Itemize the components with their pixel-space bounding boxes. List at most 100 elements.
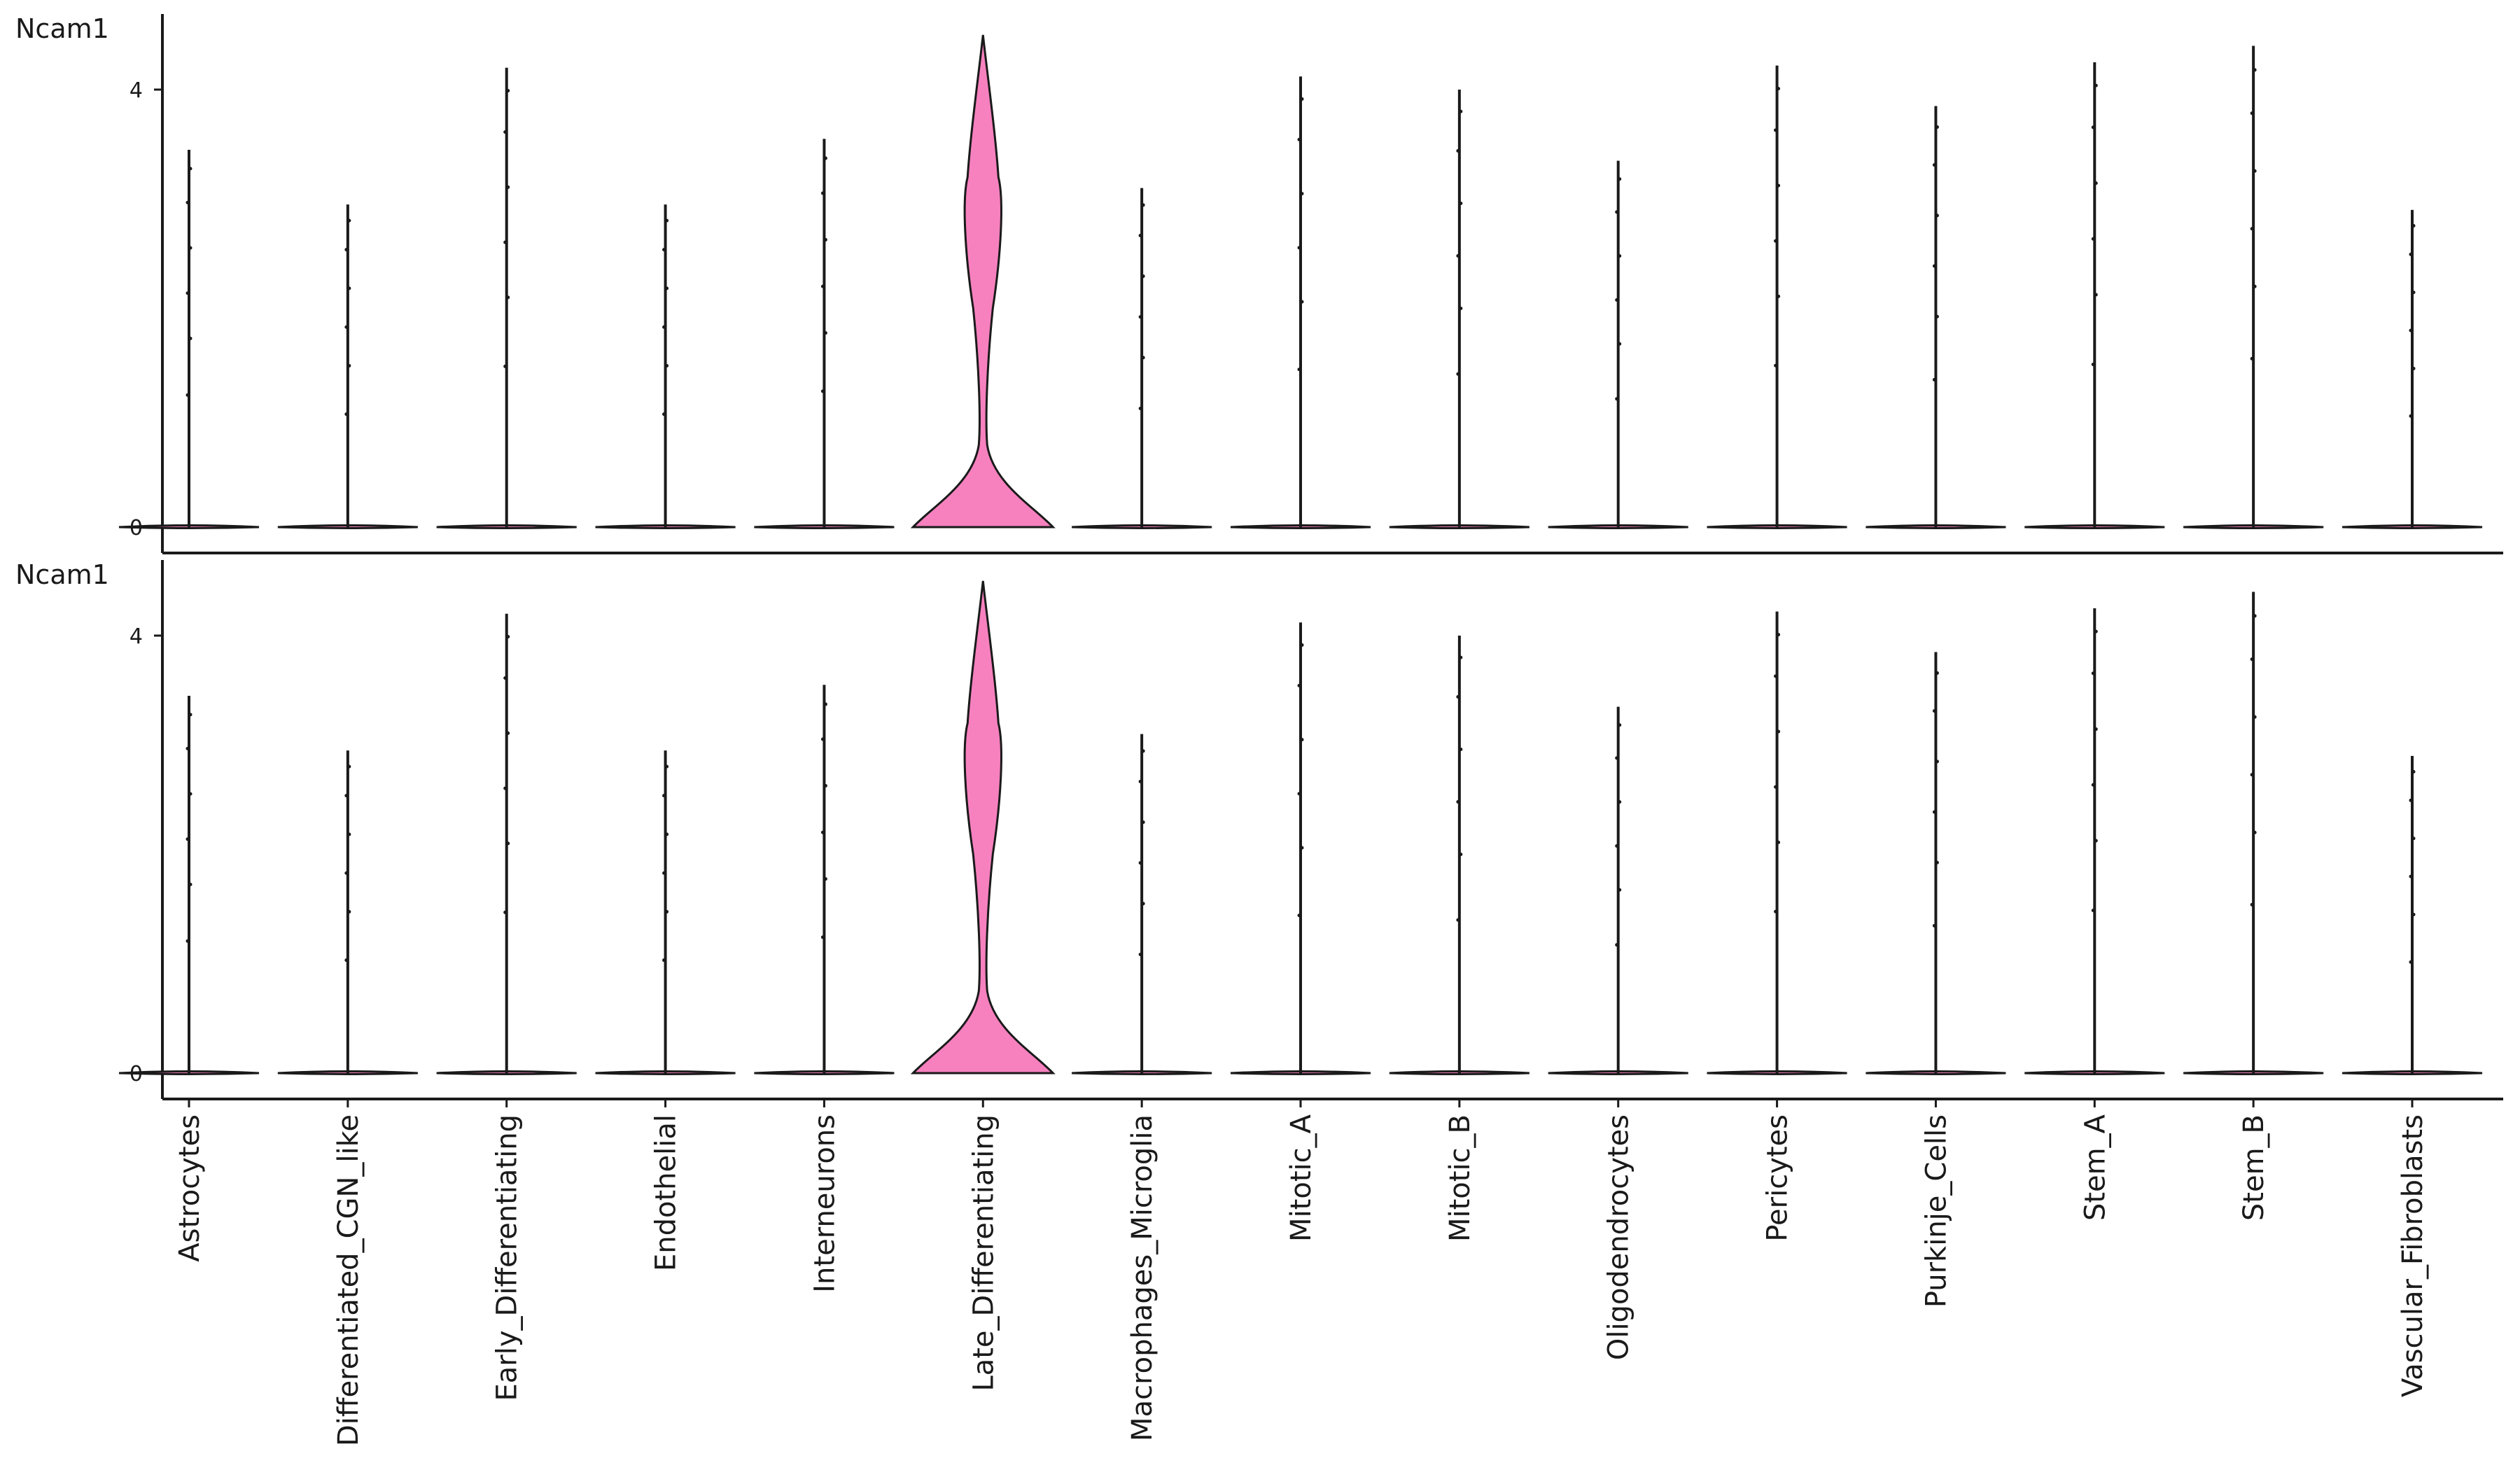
data-point	[2250, 902, 2254, 906]
data-point	[1138, 779, 1142, 783]
data-point	[506, 89, 510, 93]
data-point	[2094, 83, 2098, 88]
data-point	[1774, 128, 1778, 132]
data-point	[662, 794, 666, 798]
x-tick-label: Late_Differentiating	[967, 1114, 1000, 1392]
data-point	[2250, 773, 2254, 777]
data-point	[1615, 844, 1619, 848]
data-point	[1935, 860, 1939, 864]
data-point	[188, 167, 192, 171]
data-point	[1618, 254, 1622, 258]
violin-Differentiated_CGN_like	[277, 750, 418, 1075]
data-point	[503, 786, 507, 790]
data-point	[1615, 397, 1619, 401]
data-point	[2253, 715, 2257, 719]
x-tick-label: Oligodendrocytes	[1603, 1114, 1635, 1360]
violin-Stem_A	[2024, 608, 2165, 1075]
data-point	[186, 393, 190, 397]
data-point	[2094, 181, 2098, 186]
data-point	[2412, 770, 2416, 774]
data-point	[2091, 125, 2095, 130]
data-point	[1138, 233, 1142, 237]
data-point	[665, 832, 669, 836]
data-point	[2091, 909, 2095, 913]
data-point	[503, 240, 507, 244]
data-point	[188, 336, 192, 340]
data-point	[344, 412, 349, 416]
data-point	[2094, 629, 2098, 634]
data-point	[2091, 237, 2095, 241]
data-point	[503, 364, 507, 368]
data-point	[1459, 109, 1463, 113]
x-tick-label: Stem_A	[2079, 1114, 2111, 1221]
data-point	[2409, 798, 2413, 802]
data-point	[188, 792, 192, 796]
y-tick-label: 4	[130, 624, 143, 649]
violin-Early_Differentiating	[436, 613, 577, 1075]
violin-Mitotic_A	[1230, 76, 1371, 529]
data-point	[1456, 149, 1460, 153]
data-point	[2250, 356, 2254, 360]
x-tick-label: Macrophages_Microglia	[1126, 1114, 1158, 1441]
data-point	[1932, 810, 1936, 814]
data-point	[1456, 695, 1460, 699]
data-point	[1456, 254, 1460, 258]
data-point	[186, 837, 190, 841]
data-point	[662, 958, 666, 962]
data-point	[1138, 315, 1142, 319]
x-tick-label: Vascular_Fibroblasts	[2397, 1114, 2429, 1397]
data-point	[1141, 274, 1145, 279]
violin-Oligodendrocytes	[1548, 160, 1688, 529]
data-point	[1615, 210, 1619, 214]
data-point	[1138, 406, 1142, 410]
data-point	[1935, 314, 1939, 318]
data-point	[1459, 655, 1463, 659]
data-point	[662, 248, 666, 252]
data-point	[1774, 674, 1778, 678]
data-point	[1300, 97, 1304, 101]
data-point	[2250, 227, 2254, 231]
violin-Macrophages_Microglia	[1072, 188, 1212, 529]
data-point	[2409, 328, 2413, 332]
data-point	[1138, 952, 1142, 956]
data-point	[1459, 748, 1463, 751]
data-point	[1456, 800, 1460, 804]
data-point	[1141, 820, 1145, 825]
violin-Pericytes	[1707, 65, 1847, 529]
data-point	[1932, 264, 1936, 268]
data-point	[665, 286, 669, 290]
data-point	[665, 764, 669, 769]
data-point	[2250, 111, 2254, 115]
data-point	[188, 882, 192, 886]
violin-Vascular_Fibroblasts	[2342, 755, 2483, 1075]
data-point	[506, 295, 510, 300]
x-tick-label: Stem_B	[2238, 1114, 2270, 1221]
data-point	[1459, 202, 1463, 205]
data-point	[344, 325, 349, 329]
data-point	[347, 910, 351, 914]
panel-2: Ncam104	[15, 559, 2503, 1100]
x-tick-label: Differentiated_CGN_like	[332, 1114, 365, 1446]
data-point	[665, 364, 669, 368]
data-point	[344, 958, 349, 962]
data-point	[1297, 683, 1301, 687]
x-tick-label: Interneurons	[808, 1114, 841, 1293]
data-point	[503, 676, 507, 680]
data-point	[344, 248, 349, 252]
data-point	[662, 412, 666, 416]
data-point	[2253, 284, 2257, 288]
violin-Purkinje_Cells	[1865, 652, 2006, 1075]
data-point	[1932, 163, 1936, 167]
data-point	[823, 238, 827, 242]
x-tick-label: Endothelial	[650, 1114, 682, 1271]
data-point	[1456, 372, 1460, 376]
data-point	[344, 794, 349, 798]
data-point	[820, 284, 825, 288]
data-point	[2094, 727, 2098, 732]
data-point	[1777, 294, 1781, 298]
data-point	[1459, 853, 1463, 856]
violin-Astrocytes	[118, 149, 260, 529]
violin-Stem_A	[2024, 62, 2165, 529]
data-point	[1615, 943, 1619, 947]
data-point	[1932, 923, 1936, 927]
